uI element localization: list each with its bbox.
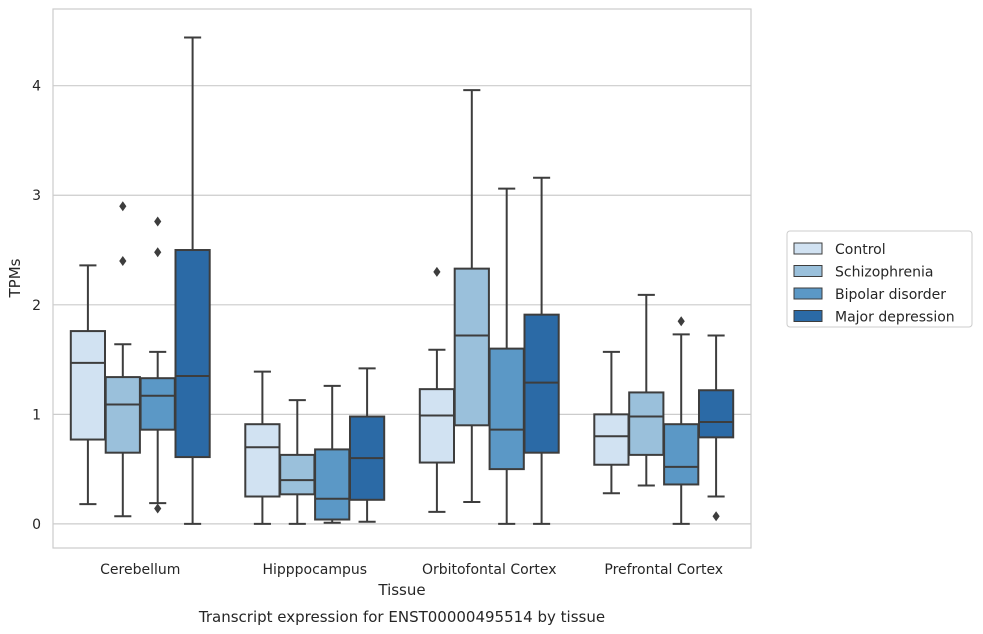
iqr-box bbox=[628, 391, 665, 456]
box-3 bbox=[628, 293, 665, 487]
y-tick-label: 2 bbox=[32, 298, 41, 314]
y-tick-label: 4 bbox=[32, 79, 41, 95]
legend-swatch bbox=[793, 310, 823, 322]
outlier-point bbox=[677, 316, 685, 327]
legend-label: Bipolar disorder bbox=[835, 287, 946, 303]
series-1 bbox=[104, 89, 665, 525]
box-0 bbox=[104, 201, 141, 518]
legend-swatch bbox=[793, 265, 823, 277]
box-3 bbox=[697, 334, 735, 522]
iqr-box bbox=[453, 267, 490, 427]
box-plot-series bbox=[69, 36, 735, 525]
outlier-point bbox=[154, 503, 162, 514]
iqr-box bbox=[697, 389, 735, 439]
outlier-point bbox=[154, 247, 162, 258]
iqr-box bbox=[104, 376, 141, 454]
iqr-box bbox=[174, 249, 211, 459]
y-tick-label: 0 bbox=[32, 517, 41, 533]
box-1 bbox=[348, 367, 386, 523]
iqr-box bbox=[244, 423, 281, 498]
x-axis-ticks: Cerebellum Hipppocampus Orbitofontal Corte… bbox=[100, 562, 723, 578]
x-tick-label: Prefrontal Cortex bbox=[604, 562, 723, 578]
iqr-box bbox=[69, 330, 107, 441]
box-1 bbox=[314, 384, 351, 524]
legend-frame bbox=[786, 230, 973, 328]
box-3 bbox=[593, 350, 630, 495]
box-2 bbox=[418, 266, 456, 513]
y-tick-label: 1 bbox=[32, 407, 41, 423]
x-tick-label: Cerebellum bbox=[100, 562, 180, 578]
plot-frame bbox=[52, 8, 752, 549]
box-2 bbox=[523, 176, 560, 525]
figure-caption: Transcript expression for ENST0000049551… bbox=[198, 608, 605, 626]
iqr-box bbox=[279, 453, 316, 496]
x-axis-label: Tissue bbox=[377, 581, 425, 599]
legend-label: Control bbox=[835, 242, 886, 258]
outlier-point bbox=[154, 216, 162, 227]
iqr-box bbox=[418, 388, 456, 464]
series-2 bbox=[139, 187, 700, 525]
box-1 bbox=[279, 399, 316, 525]
y-axis-ticks: 0 1 2 3 4 bbox=[32, 79, 41, 533]
legend-swatch bbox=[793, 287, 823, 300]
iqr-box bbox=[593, 413, 630, 466]
legend: Control Schizophrenia Bipolar disorder Majo… bbox=[786, 230, 973, 328]
box-2 bbox=[488, 187, 525, 525]
iqr-box bbox=[663, 423, 700, 486]
outlier-point bbox=[119, 255, 127, 266]
box-0 bbox=[69, 264, 107, 506]
x-tick-label: Orbitofontal Cortex bbox=[422, 562, 557, 578]
x-tick-label: Hipppocampus bbox=[262, 562, 367, 578]
y-tick-label: 3 bbox=[32, 188, 41, 204]
outlier-point bbox=[433, 266, 441, 277]
iqr-box bbox=[523, 313, 560, 454]
series-3 bbox=[174, 36, 735, 525]
outlier-point bbox=[119, 201, 127, 212]
box-1 bbox=[244, 370, 281, 525]
iqr-box bbox=[488, 347, 525, 471]
box-0 bbox=[174, 36, 211, 525]
legend-label: Schizophrenia bbox=[835, 265, 933, 281]
box-3 bbox=[663, 316, 700, 525]
y-axis-label: TPMs bbox=[6, 258, 24, 298]
iqr-box bbox=[139, 377, 176, 431]
iqr-box bbox=[314, 448, 351, 521]
legend-swatch bbox=[793, 242, 823, 255]
legend-label: Major depression bbox=[835, 310, 955, 326]
outlier-point bbox=[712, 511, 720, 522]
box-2 bbox=[453, 89, 490, 503]
box-0 bbox=[139, 216, 176, 514]
